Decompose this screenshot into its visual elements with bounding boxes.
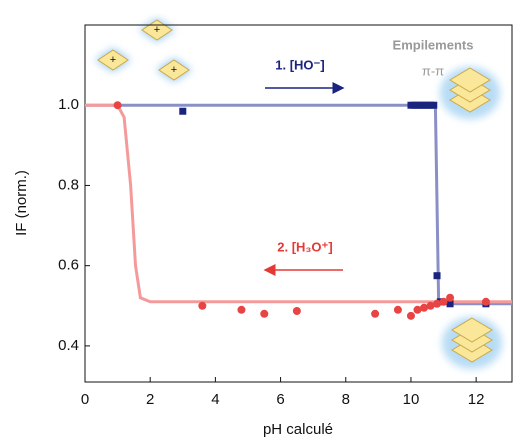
svg-text:+: + [154,24,160,36]
circle-point [481,297,490,306]
y-tick-label: 0.8 [58,176,79,193]
icon-stack-bottom [442,317,502,369]
x-axis-label: pH calculé [263,421,333,438]
annotation: 2. [H₃O⁺] [277,239,333,254]
x-tick-label: 6 [276,391,284,408]
circle-point [439,297,448,306]
circle-point [426,301,435,310]
circle-point [260,309,269,318]
annotation: 1. [HO⁻] [275,57,324,72]
circle-point [292,307,301,316]
square-point [179,107,187,115]
circle-point [413,305,422,314]
x-tick-label: 8 [342,391,350,408]
svg-text:+: + [171,64,177,76]
y-tick-label: 0.6 [58,257,79,274]
x-tick-label: 2 [146,391,154,408]
circle-point [237,305,246,314]
square-point [430,101,438,109]
annotation: Empilements [393,37,474,52]
circle-point [419,303,428,312]
icon-diamonds: + + + [95,18,192,82]
circle-point [371,309,380,318]
svg-text:+: + [110,54,116,66]
square-point [433,272,441,280]
y-tick-label: 1.0 [58,96,79,113]
icon-stack-top [440,67,500,119]
x-tick-label: 0 [81,391,89,408]
circle-point [433,299,442,308]
circle-point [198,301,207,310]
x-tick-label: 10 [403,391,420,408]
x-tick-label: 4 [211,391,219,408]
square-point [446,300,454,308]
x-tick-label: 12 [468,391,485,408]
y-axis-label: IF (norm.) [13,170,30,236]
circle-point [393,305,402,314]
circle-point [113,101,122,110]
circle-point [406,311,415,320]
y-tick-label: 0.4 [58,337,79,354]
annotation: π-π [422,63,444,78]
fit-line [85,103,512,306]
fit-line [85,103,512,304]
plot-frame [84,24,513,383]
circle-point [446,293,455,302]
